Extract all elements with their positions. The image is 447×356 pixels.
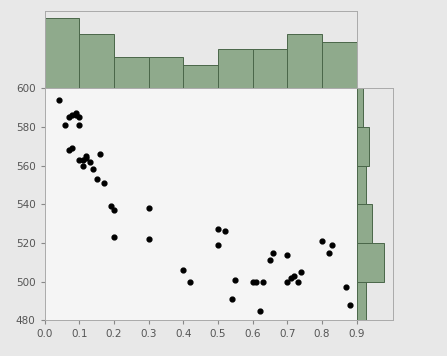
Bar <box>357 88 363 127</box>
Point <box>110 234 118 240</box>
Point <box>298 269 305 275</box>
Bar <box>357 127 369 166</box>
Point <box>76 114 83 120</box>
Point <box>107 203 114 209</box>
Point <box>228 296 236 302</box>
Point <box>72 112 80 118</box>
Point <box>83 155 90 161</box>
Point <box>83 153 90 159</box>
Point <box>266 257 274 263</box>
Point <box>79 157 86 163</box>
Bar <box>357 243 384 282</box>
Point <box>69 112 76 118</box>
Point <box>69 145 76 151</box>
Point <box>79 163 86 168</box>
Point <box>110 207 118 213</box>
Point <box>270 250 277 256</box>
Point <box>221 229 228 234</box>
Bar <box>114 57 149 88</box>
Bar <box>357 282 366 320</box>
Point <box>291 273 298 279</box>
Point <box>65 147 72 153</box>
Point <box>287 275 295 281</box>
Point <box>343 285 350 290</box>
Point <box>284 279 291 284</box>
Point <box>76 122 83 128</box>
Point <box>329 242 336 248</box>
Point <box>100 180 107 186</box>
Point <box>90 167 97 172</box>
Bar <box>287 34 322 88</box>
Point <box>260 279 267 284</box>
Point <box>65 114 72 120</box>
Point <box>72 110 80 116</box>
Point <box>215 226 222 232</box>
Point <box>55 97 62 103</box>
Point <box>187 279 194 284</box>
Bar <box>80 34 114 88</box>
Point <box>325 250 333 256</box>
Bar <box>357 204 372 243</box>
Point <box>180 267 187 273</box>
Bar <box>253 49 287 88</box>
Point <box>256 308 263 314</box>
Bar <box>322 42 357 88</box>
Point <box>76 157 83 163</box>
Bar <box>149 57 183 88</box>
Point <box>93 176 100 182</box>
Point <box>215 242 222 248</box>
Point <box>232 277 239 283</box>
Bar <box>183 65 218 88</box>
Point <box>318 238 325 244</box>
Bar <box>45 19 80 88</box>
Point <box>145 236 152 242</box>
Bar <box>218 49 253 88</box>
Point <box>253 279 260 284</box>
Bar <box>357 42 391 88</box>
Point <box>145 205 152 211</box>
Point <box>284 252 291 257</box>
Point <box>86 159 93 164</box>
Bar <box>357 166 366 204</box>
Point <box>62 122 69 128</box>
Point <box>97 151 104 157</box>
Point <box>294 279 301 284</box>
Point <box>249 279 256 284</box>
Point <box>346 302 353 308</box>
